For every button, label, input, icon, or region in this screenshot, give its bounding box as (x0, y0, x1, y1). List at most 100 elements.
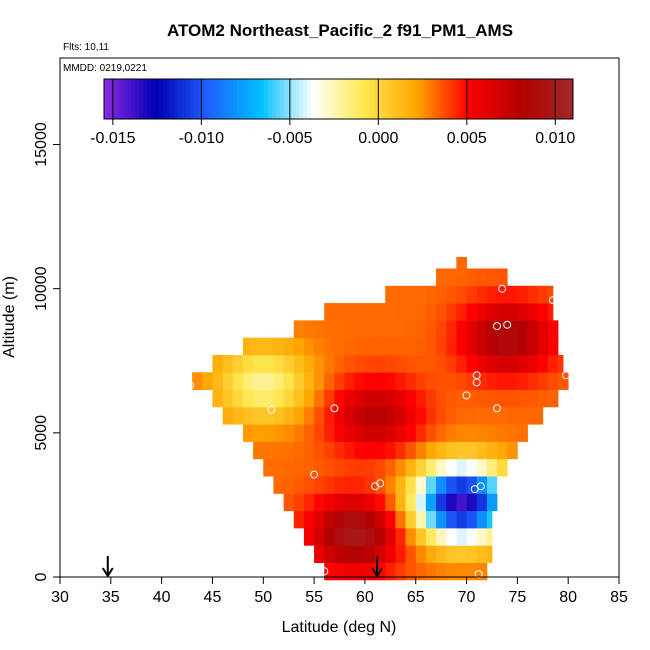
heatmap-cell (303, 527, 315, 546)
heatmap-cell (293, 441, 305, 460)
x-tick-label: 60 (356, 589, 374, 606)
colorbar-segment (311, 79, 316, 119)
heatmap-cell (497, 441, 508, 460)
colorbar-segment (541, 79, 547, 119)
colorbar-segment (444, 79, 449, 119)
heatmap-cell (192, 372, 203, 390)
colorbar-segment (451, 79, 457, 119)
colorbar-segment (455, 79, 461, 119)
colorbar-segment (322, 79, 328, 119)
heatmap-cell (375, 389, 386, 408)
heatmap-cell (395, 354, 406, 373)
heatmap-cell (334, 476, 345, 494)
heatmap-cell (466, 545, 478, 563)
heatmap-cell (476, 527, 488, 546)
heatmap-cell (344, 354, 356, 373)
heatmap-cell (405, 441, 417, 460)
heatmap-cell (415, 372, 427, 390)
heatmap-cell (425, 476, 437, 494)
heatmap-cell (405, 320, 417, 339)
heatmap-cell (303, 372, 315, 390)
colorbar-segment (268, 79, 273, 119)
heatmap-cell (466, 354, 478, 373)
heatmap-cell (527, 320, 539, 339)
heatmap-cell (375, 476, 386, 494)
heatmap-cell (507, 389, 518, 408)
heatmap-cell (303, 406, 315, 425)
heatmap-cell (385, 493, 396, 512)
heatmap-cell (547, 337, 559, 356)
heatmap-cell (476, 337, 488, 356)
heatmap-cell (476, 303, 488, 321)
heatmap-cell (446, 441, 457, 460)
heatmap-cell (425, 337, 437, 356)
heatmap-cell (415, 354, 427, 373)
colorbar-segment (135, 79, 140, 119)
colorbar-segment (373, 79, 379, 119)
heatmap-cell (344, 441, 356, 460)
heatmap-cell (446, 337, 457, 356)
heatmap-cell (385, 562, 396, 581)
heatmap-cell (283, 476, 295, 494)
heatmap-cell (446, 476, 457, 494)
heatmap-cell (364, 545, 376, 563)
heatmap-cell (314, 476, 325, 494)
heatmap-cell (486, 354, 498, 373)
heatmap-cell (537, 354, 549, 373)
heatmap-cell (263, 389, 274, 408)
date-note: MMDD: 0219,0221 (63, 63, 147, 74)
colorbar-segment (420, 79, 425, 119)
heatmap-cell (405, 510, 417, 529)
heatmap-cell (415, 458, 427, 477)
heatmap-cell (476, 562, 488, 581)
heatmap-cell (212, 389, 224, 408)
heatmap-cell (486, 406, 498, 425)
observation-point (548, 296, 557, 305)
heatmap-cell (476, 372, 488, 390)
colorbar-segment (189, 79, 195, 119)
colorbar-segment (236, 79, 242, 119)
colorbar-segment (510, 79, 515, 119)
heatmap-cell (436, 337, 447, 356)
heatmap-cell (446, 303, 457, 321)
y-tick-label: 10000 (33, 266, 50, 311)
colorbar-segment (416, 79, 422, 119)
heatmap-cell (385, 354, 396, 373)
heatmap-cell (283, 406, 295, 425)
heatmap-cell (486, 458, 498, 477)
heatmap-cell (354, 493, 366, 512)
colorbar-segment (475, 79, 480, 119)
heatmap-cell (547, 354, 559, 373)
heatmap-cell (436, 406, 447, 425)
heatmap-cell (446, 562, 457, 581)
colorbar-segment (170, 79, 175, 119)
colorbar-segment (123, 79, 128, 119)
heatmap-cell (547, 303, 554, 321)
heatmap-cell (324, 372, 335, 390)
colorbar-tick-label: -0.005 (267, 130, 312, 147)
heatmap-cell (446, 527, 457, 546)
heatmap-cell (375, 424, 386, 442)
heatmap-cell (344, 545, 356, 563)
colorbar-segment (272, 79, 277, 119)
heatmap-cell (415, 493, 427, 512)
heatmap-cell (425, 354, 437, 373)
heatmap-cell (364, 476, 376, 494)
colorbar-segment (256, 79, 261, 119)
colorbar-segment (397, 79, 402, 119)
latitude-arrows (101, 556, 383, 578)
heatmap-cell (334, 424, 345, 442)
colorbar-segment (569, 79, 574, 119)
y-tick-label: 0 (33, 572, 50, 581)
heatmap-cell (476, 458, 488, 477)
heatmap-cell (364, 354, 376, 373)
heatmap-cell (354, 303, 366, 321)
heatmap-cell (425, 510, 437, 529)
colorbar-segment (334, 79, 339, 119)
heatmap-cell (466, 320, 478, 339)
observation-point (493, 404, 501, 413)
heatmap-cell (558, 372, 569, 390)
heatmap-cell (436, 268, 447, 287)
colorbar-segment (459, 79, 465, 119)
